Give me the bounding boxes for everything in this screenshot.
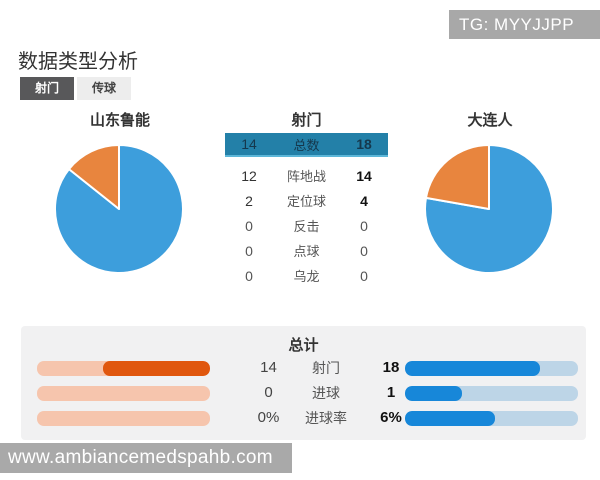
row-away-value: 0 — [360, 267, 368, 284]
row-away-value: 4 — [360, 192, 368, 209]
table-row: 0 点球 0 — [225, 238, 388, 263]
pie-slice-定位球 — [424, 144, 490, 210]
row-label: 定位球 — [286, 194, 326, 209]
totals-away-value: 18 — [382, 359, 400, 376]
site-watermark: www.ambiancemedspahb.com — [0, 443, 292, 473]
row-label: 反击 — [293, 219, 320, 234]
totals-row-shots: 14 射门 18 — [21, 358, 586, 378]
row-away-value: 0 — [360, 242, 368, 259]
totals-home-value: 0 — [264, 384, 273, 401]
row-label: 乌龙 — [293, 269, 320, 284]
table-row: 12 阵地战 14 — [225, 163, 388, 188]
away-team-name: 大连人 — [467, 112, 513, 129]
totals-home-value: 0% — [257, 409, 280, 426]
header-away-value: 18 — [356, 136, 372, 152]
away-goals-bar — [405, 386, 578, 401]
stat-table-rows: 12 阵地战 14 2 定位球 4 0 反击 0 0 点球 0 0 乌龙 0 — [225, 163, 388, 288]
totals-away-value: 6% — [380, 409, 402, 426]
table-row: 0 乌龙 0 — [225, 263, 388, 288]
totals-away-value: 1 — [386, 384, 396, 401]
away-pie-chart — [424, 144, 554, 274]
pie-slice-定位球 — [67, 144, 120, 210]
row-away-value: 14 — [356, 167, 372, 184]
home-shots-bar — [37, 361, 210, 376]
row-home-value: 0 — [245, 242, 253, 259]
totals-row-label: 进球率 — [305, 410, 347, 426]
tg-watermark: TG: MYYJJPP — [449, 10, 600, 39]
totals-title: 总计 — [288, 337, 319, 354]
stat-table-title: 射门 — [291, 112, 322, 129]
home-goal-rate-bar — [37, 411, 210, 426]
stat-table: 14 总数 18 12 阵地战 14 2 定位球 4 0 反击 0 0 点球 0… — [225, 133, 388, 288]
totals-panel: 总计 14 射门 18 0 进球 1 0% 进球率 6% — [21, 326, 586, 440]
row-home-value: 12 — [241, 167, 257, 184]
table-row: 2 定位球 4 — [225, 188, 388, 213]
row-home-value: 2 — [245, 192, 253, 209]
table-row: 0 反击 0 — [225, 213, 388, 238]
row-home-value: 0 — [245, 217, 253, 234]
away-goal-rate-bar — [405, 411, 578, 426]
totals-home-value: 14 — [260, 359, 277, 376]
row-away-value: 0 — [360, 217, 368, 234]
tab-passes[interactable]: 传球 — [77, 77, 132, 100]
home-pie-chart — [54, 144, 184, 274]
totals-row-label: 进球 — [312, 385, 340, 401]
row-home-value: 0 — [245, 267, 253, 284]
header-home-value: 14 — [241, 136, 257, 152]
row-label: 点球 — [293, 244, 320, 259]
totals-row-goal-rate: 0% 进球率 6% — [21, 408, 586, 428]
stat-table-header-row: 14 总数 18 — [225, 133, 388, 157]
totals-row-label: 射门 — [312, 360, 340, 376]
away-shots-bar — [405, 361, 578, 376]
row-label: 阵地战 — [286, 169, 326, 184]
home-goals-bar — [37, 386, 210, 401]
tab-bar: 射门 传球 — [20, 77, 132, 100]
home-team-name: 山东鲁能 — [89, 112, 150, 129]
header-label: 总数 — [293, 137, 320, 153]
totals-row-goals: 0 进球 1 — [21, 383, 586, 403]
page-title: 数据类型分析 — [18, 51, 138, 73]
tab-shots[interactable]: 射门 — [20, 77, 75, 100]
